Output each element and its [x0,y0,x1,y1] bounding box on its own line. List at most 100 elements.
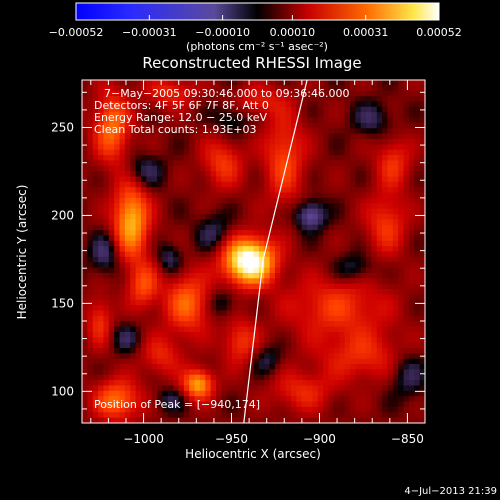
heatmap-cell [146,390,153,397]
heatmap-cell [285,299,292,306]
heatmap-cell [274,203,281,210]
heatmap-cell [199,138,206,145]
heatmap-cell [232,149,238,156]
heatmap-cell [274,133,281,140]
heatmap-cell [258,374,265,381]
heatmap-cell [226,203,233,210]
heatmap-cell [323,406,330,413]
heatmap-cell [226,181,233,188]
heatmap-cell [242,112,249,119]
heatmap-cell [215,122,222,129]
heatmap-cell [269,85,276,92]
heatmap-cell [135,305,142,311]
heatmap-cell [323,401,330,408]
heatmap-cell [344,390,351,397]
heatmap-cell [226,96,233,102]
heatmap-cell [392,192,399,199]
heatmap-cell [317,246,324,252]
heatmap-cell [183,321,190,328]
heatmap-cell [189,390,196,397]
heatmap-cell [130,406,137,413]
heatmap-cell [376,326,383,333]
heatmap-cell [408,342,415,349]
heatmap-cell [92,353,99,360]
heatmap-cell [355,171,362,177]
heatmap-cell [291,369,297,376]
heatmap-cell [387,342,394,349]
heatmap-cell [291,347,297,354]
heatmap-cell [419,165,425,172]
heatmap-cell [108,310,115,317]
heatmap-cell [119,203,126,210]
heatmap-cell [344,326,351,333]
heatmap-cell [103,106,110,113]
heatmap-cell [360,256,367,263]
heatmap-cell [344,272,351,279]
heatmap-cell [258,197,265,204]
heatmap-cell [392,321,399,328]
heatmap-cell [103,213,110,220]
heatmap-cell [285,337,292,344]
heatmap-cell [210,112,217,119]
heatmap-cell [108,208,115,215]
heatmap-cell [344,117,351,124]
heatmap-cell [237,96,244,102]
heatmap-cell [130,342,137,349]
heatmap-cell [242,380,249,386]
heatmap-cell [146,353,153,360]
heatmap-cell [173,240,179,247]
heatmap-cell [312,358,319,365]
heatmap-cell [258,401,265,408]
heatmap-cell [285,181,292,188]
heatmap-cell [162,272,169,279]
heatmap-cell [269,337,276,344]
heatmap-cell [221,203,228,210]
heatmap-cell [312,112,319,119]
heatmap-cell [242,171,249,177]
heatmap-cell [103,187,110,194]
heatmap-cell [349,283,356,290]
heatmap-cell [103,342,110,349]
heatmap-cell [280,112,287,119]
heatmap-cell [398,144,405,151]
heatmap-cell [355,256,362,263]
heatmap-cell [344,112,351,119]
heatmap-cell [274,101,281,108]
heatmap-cell [355,90,362,97]
heatmap-cell [205,128,212,135]
heatmap-cell [349,85,356,92]
heatmap-cell [215,96,222,102]
heatmap-cell [323,380,330,386]
heatmap-cell [215,283,222,290]
heatmap-cell [221,267,228,274]
heatmap-cell [317,326,324,333]
heatmap-cell [392,138,399,145]
heatmap-cell [173,406,179,413]
heatmap-cell [291,385,297,392]
heatmap-cell [392,390,399,397]
heatmap-cell [237,272,244,279]
heatmap-cell [323,337,330,344]
heatmap-cell [419,133,425,140]
heatmap-cell [140,176,147,183]
heatmap-cell [274,187,281,194]
heatmap-cell [274,401,281,408]
heatmap-cell [355,128,362,135]
heatmap-cell [258,165,265,172]
heatmap-cell [135,347,142,354]
heatmap-cell [130,374,137,381]
heatmap-cell [205,289,212,295]
heatmap-cell [333,369,340,376]
heatmap-cell [210,197,217,204]
heatmap-cell [205,412,212,419]
heatmap-cell [92,235,99,242]
heatmap-cell [355,337,362,344]
heatmap-cell [414,331,421,338]
heatmap-cell [215,85,222,92]
heatmap-cell [157,347,163,354]
heatmap-cell [226,412,233,419]
heatmap-cell [248,347,254,354]
heatmap-cell [333,240,340,247]
heatmap-cell [189,358,196,365]
heatmap-cell [328,380,335,386]
